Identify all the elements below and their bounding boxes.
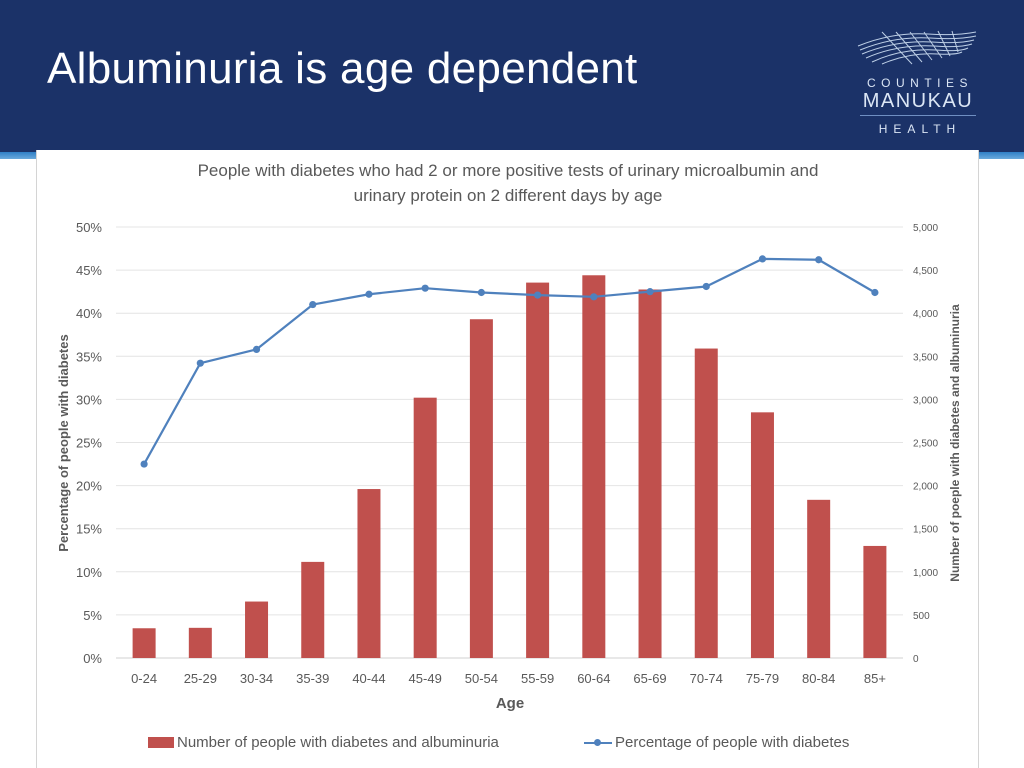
line-series [143, 257, 876, 465]
y-tick-label-left: 35% [76, 349, 102, 364]
bar [357, 489, 381, 658]
bar [413, 397, 437, 658]
x-tick-label: 85+ [864, 671, 886, 686]
y-tick-label-right: 500 [913, 611, 930, 622]
x-tick-label: 0-24 [131, 671, 157, 686]
bar [301, 561, 325, 658]
y-tick-label-left: 40% [76, 306, 102, 321]
line-point [758, 255, 767, 263]
chart-panel [36, 150, 979, 768]
legend-label-bars: Number of people with diabetes and album… [177, 734, 499, 751]
logo-text-counties: COUNTIES [866, 76, 973, 90]
line-point [702, 282, 710, 291]
y-axis-title-left: Percentage of people with diabetes [56, 334, 71, 551]
line-point [309, 300, 317, 309]
y-tick-label-right: 4,000 [913, 309, 938, 320]
line-point [871, 288, 879, 297]
y-tick-label-right: 1,000 [913, 568, 938, 579]
y-tick-label-left: 20% [76, 479, 102, 494]
y-tick-label-right: 4,500 [913, 266, 938, 277]
logo-text-manukau: MANUKAU [862, 90, 974, 112]
bar [245, 601, 269, 658]
x-tick-label: 60-64 [577, 671, 610, 686]
bar [188, 627, 212, 658]
line-point [196, 359, 204, 367]
y-tick-label-left: 50% [76, 220, 102, 235]
y-tick-label-left: 0% [83, 651, 102, 666]
chart-title-line-1: People with diabetes who had 2 or more p… [197, 161, 819, 180]
line-point [646, 288, 654, 296]
y-tick-label-left: 10% [76, 565, 102, 580]
chart-title: People with diabetes who had 2 or more p… [130, 158, 886, 208]
y-tick-label-left: 25% [76, 436, 102, 451]
slide-title: Albuminuria is age dependent [47, 44, 638, 93]
slide-header: Albuminuria is age dependent COUNTIES MA… [0, 0, 1024, 152]
bar [526, 282, 550, 658]
y-tick-label-right: 3,500 [913, 352, 938, 363]
x-tick-label: 55-59 [521, 671, 554, 686]
x-tick-label: 25-29 [184, 671, 217, 686]
chart-legend: Number of people with diabetes and album… [148, 734, 908, 754]
bar [863, 545, 887, 658]
line-point [477, 288, 485, 297]
y-tick-label-right: 0 [913, 654, 919, 665]
y-tick-label-right: 2,500 [913, 439, 938, 450]
bar [469, 319, 493, 658]
legend-item-line: Percentage of people with diabetes [584, 734, 849, 751]
line-point [590, 293, 598, 301]
counties-manukau-health-logo: COUNTIES MANUKAU HEALTH [852, 28, 982, 140]
x-tick-label: 75-79 [746, 671, 779, 686]
line-point [534, 291, 542, 299]
line-point [252, 345, 261, 354]
logo-wave-icon [857, 30, 977, 65]
y-tick-label-left: 5% [83, 608, 102, 623]
line-point [421, 284, 429, 292]
legend-line-swatch [584, 737, 612, 748]
x-tick-label: 50-54 [465, 671, 498, 686]
chart-title-line-2: urinary protein on 2 different days by a… [353, 186, 663, 205]
bar [694, 348, 718, 658]
x-tick-label: 70-74 [690, 671, 723, 686]
bar [132, 628, 156, 658]
legend-bar-swatch [148, 737, 174, 748]
x-tick-label: 80-84 [802, 671, 835, 686]
y-axis-title-right: Number of poeple with diabetes and album… [948, 304, 962, 582]
line-point [140, 460, 148, 468]
line-point [365, 290, 373, 298]
x-tick-label: 35-39 [296, 671, 329, 686]
logo-text-health: HEALTH [878, 122, 962, 136]
line-point [815, 256, 823, 264]
bar [582, 275, 606, 658]
bar [750, 412, 774, 658]
y-tick-label-right: 1,500 [913, 525, 938, 536]
y-tick-label-left: 15% [76, 522, 102, 537]
x-tick-label: 40-44 [352, 671, 385, 686]
y-tick-label-left: 45% [76, 263, 102, 278]
y-tick-label-left: 30% [76, 392, 102, 407]
bar [638, 289, 662, 658]
legend-label-line: Percentage of people with diabetes [615, 734, 850, 751]
x-tick-label: 30-34 [240, 671, 273, 686]
x-tick-label: 65-69 [633, 671, 666, 686]
x-axis-title: Age [496, 695, 524, 712]
y-tick-label-right: 2,000 [913, 482, 938, 493]
y-tick-label-right: 3,000 [913, 395, 938, 406]
y-tick-label-right: 5,000 [913, 223, 938, 234]
x-tick-label: 45-49 [409, 671, 442, 686]
logo-divider [860, 115, 976, 116]
bar [807, 499, 831, 658]
legend-item-bars: Number of people with diabetes and album… [148, 734, 499, 751]
